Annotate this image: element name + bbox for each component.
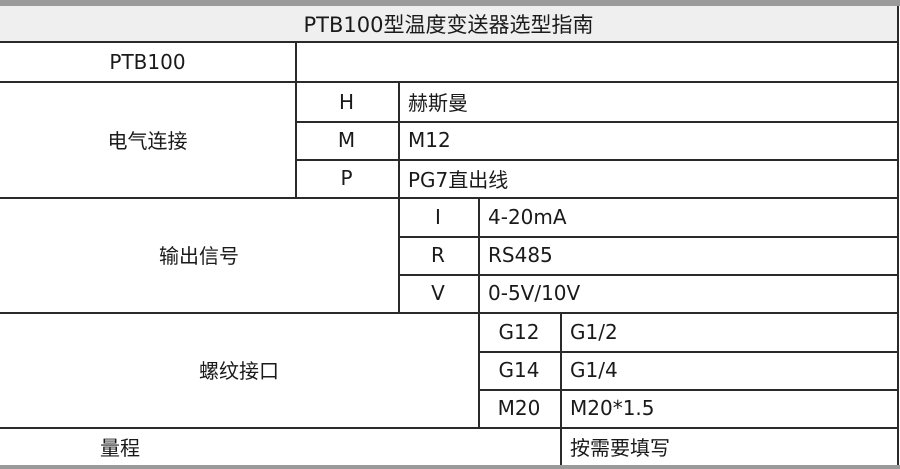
thread-code: G14 (478, 351, 562, 391)
output-label: 输出信号 (0, 197, 400, 314)
thread-desc: G1/4 (560, 351, 899, 391)
range-label: 量程 (0, 427, 562, 467)
thread-code: M20 (478, 389, 562, 429)
electrical-label: 电气连接 (0, 82, 297, 199)
electrical-code: H (295, 82, 400, 123)
electrical-code: P (295, 159, 400, 199)
thread-label: 螺纹接口 (0, 312, 480, 429)
output-desc: 4-20mA (478, 197, 899, 238)
electrical-code: M (295, 121, 400, 161)
output-code: V (398, 274, 480, 314)
top-border (0, 0, 900, 6)
electrical-desc: 赫斯曼 (398, 82, 899, 123)
output-code: I (398, 197, 480, 238)
thread-code: G12 (478, 312, 562, 353)
table-title: PTB100型温度变送器选型指南 (0, 6, 899, 43)
model-cell: PTB100 (0, 42, 297, 83)
thread-desc: G1/2 (560, 312, 899, 353)
output-code: R (398, 236, 480, 276)
range-desc: 按需要填写 (560, 427, 899, 467)
electrical-desc: M12 (398, 121, 899, 161)
bottom-border (0, 465, 900, 469)
thread-desc: M20*1.5 (560, 389, 899, 429)
model-blank-cell (295, 42, 899, 83)
output-desc: 0-5V/10V (478, 274, 899, 314)
output-desc: RS485 (478, 236, 899, 276)
electrical-desc: PG7直出线 (398, 159, 899, 199)
